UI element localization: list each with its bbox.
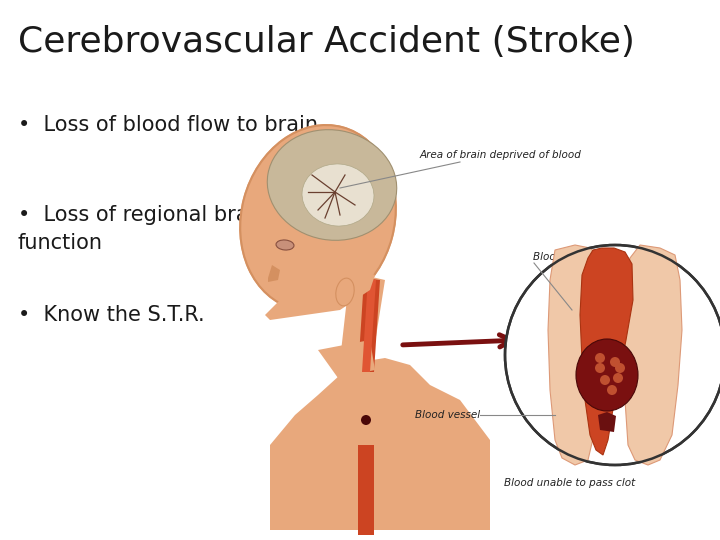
Text: Area of brain deprived of blood: Area of brain deprived of blood (419, 150, 581, 160)
Ellipse shape (336, 278, 354, 306)
Polygon shape (270, 358, 490, 530)
Circle shape (600, 375, 610, 385)
Polygon shape (598, 412, 616, 432)
Circle shape (607, 385, 617, 395)
Polygon shape (318, 340, 375, 378)
Circle shape (361, 415, 371, 425)
Text: •  Know the S.T.R.: • Know the S.T.R. (18, 305, 204, 325)
Text: •  Loss of blood flow to brain: • Loss of blood flow to brain (18, 115, 318, 135)
Text: Blood vessel: Blood vessel (415, 410, 480, 420)
Circle shape (615, 363, 625, 373)
Polygon shape (362, 278, 376, 372)
Circle shape (505, 245, 720, 465)
Ellipse shape (276, 240, 294, 250)
Polygon shape (338, 272, 385, 378)
Polygon shape (268, 265, 280, 282)
Text: Blood clot: Blood clot (533, 252, 585, 262)
Polygon shape (548, 245, 605, 465)
Ellipse shape (302, 164, 374, 226)
Circle shape (595, 363, 605, 373)
Ellipse shape (576, 339, 638, 411)
Circle shape (595, 353, 605, 363)
Circle shape (613, 373, 623, 383)
Text: •  Loss of regional brain
function: • Loss of regional brain function (18, 205, 268, 253)
Text: Blood unable to pass clot: Blood unable to pass clot (505, 478, 636, 488)
Polygon shape (265, 270, 375, 320)
Polygon shape (622, 245, 682, 465)
Text: Cerebrovascular Accident (Stroke): Cerebrovascular Accident (Stroke) (18, 25, 635, 59)
Circle shape (610, 357, 620, 367)
Polygon shape (358, 278, 380, 372)
Polygon shape (358, 445, 374, 535)
Ellipse shape (267, 130, 397, 240)
Ellipse shape (239, 124, 397, 312)
Polygon shape (580, 248, 633, 455)
